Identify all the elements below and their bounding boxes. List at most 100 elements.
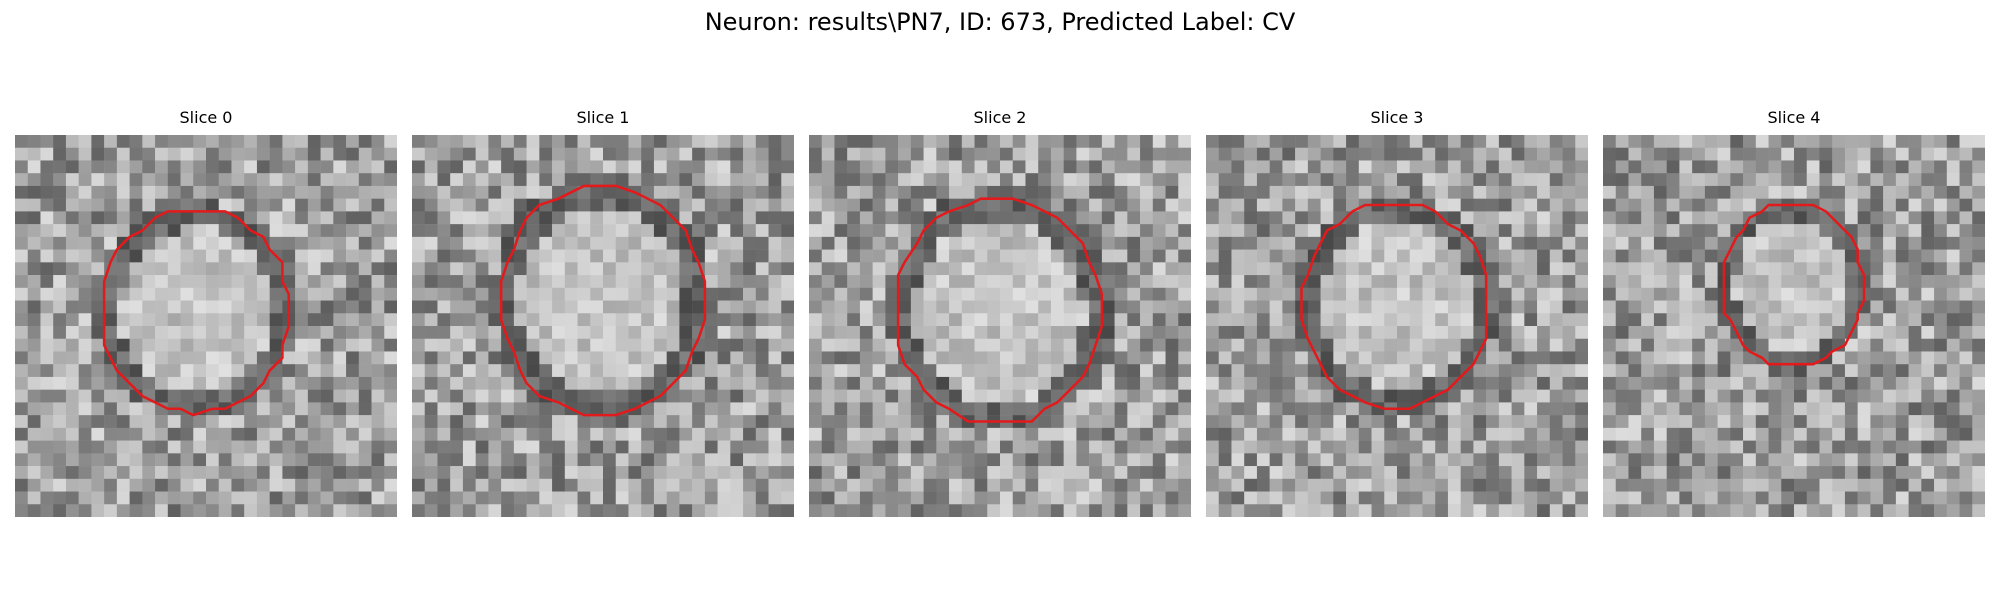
pixel — [1908, 402, 1922, 416]
pixel — [1524, 389, 1538, 403]
pixel — [1934, 376, 1948, 390]
pixel — [206, 173, 219, 187]
pixel — [307, 147, 321, 161]
pixel — [755, 198, 769, 212]
pixel — [1704, 478, 1718, 492]
pixel — [872, 376, 886, 390]
pixel — [1435, 402, 1449, 416]
pixel — [1666, 147, 1680, 161]
pixel — [218, 453, 232, 467]
pixel — [885, 415, 899, 429]
pixel — [167, 389, 181, 403]
pixel — [1307, 211, 1321, 225]
pixel — [1206, 262, 1219, 276]
pixel — [65, 249, 79, 263]
pixel — [1717, 466, 1731, 480]
pixel — [412, 466, 425, 480]
pixel — [450, 453, 464, 467]
pixel — [1000, 173, 1013, 187]
pixel — [1447, 147, 1461, 161]
pixel — [1447, 135, 1461, 148]
pixel — [1679, 326, 1693, 339]
pixel — [552, 453, 566, 467]
pixel — [1908, 249, 1922, 263]
pixel — [1755, 147, 1769, 161]
pixel — [1371, 478, 1385, 492]
pixel — [462, 224, 476, 238]
pixel — [333, 313, 347, 327]
pixel — [1641, 504, 1655, 517]
pixel — [1857, 402, 1871, 416]
pixel — [1346, 236, 1360, 250]
pixel — [809, 415, 822, 429]
pixel — [1524, 376, 1538, 390]
pixel — [501, 415, 515, 429]
slice-image — [15, 135, 397, 517]
pixel — [424, 491, 438, 505]
pixel — [513, 338, 527, 352]
pixel — [1959, 478, 1973, 492]
pixel — [1704, 389, 1718, 403]
pixel — [1127, 440, 1141, 454]
pixel — [1447, 275, 1461, 289]
pixel — [1460, 287, 1474, 301]
pixel — [885, 427, 899, 441]
pixel — [1946, 300, 1960, 314]
pixel — [180, 185, 194, 199]
pixel — [437, 466, 451, 480]
pixel — [1038, 313, 1052, 327]
pixel — [1218, 453, 1232, 467]
pixel — [1127, 364, 1141, 378]
pixel — [910, 389, 924, 403]
pixel — [1615, 491, 1629, 505]
pixel — [1307, 338, 1321, 352]
pixel — [371, 275, 385, 289]
pixel — [1832, 402, 1846, 416]
pixel — [768, 478, 782, 492]
pixel — [1679, 275, 1693, 289]
pixel — [1794, 466, 1807, 480]
pixel — [1781, 249, 1795, 263]
pixel — [834, 389, 848, 403]
pixel — [1959, 236, 1973, 250]
pixel — [1511, 185, 1525, 199]
pixel — [1409, 389, 1423, 403]
pixel — [65, 300, 79, 314]
pixel — [1460, 491, 1474, 505]
pixel — [936, 135, 950, 148]
pixel — [450, 364, 464, 378]
pixel — [1000, 313, 1013, 327]
pixel — [1206, 440, 1219, 454]
pixel — [679, 504, 693, 517]
pixel — [936, 466, 950, 480]
pixel — [910, 427, 924, 441]
pixel — [371, 313, 385, 327]
pixel — [1537, 287, 1551, 301]
pixel — [1127, 453, 1141, 467]
pixel — [231, 262, 245, 276]
pixel — [821, 147, 835, 161]
pixel — [641, 236, 655, 250]
pixel — [1666, 185, 1680, 199]
pixel — [1628, 364, 1642, 378]
pixel — [1921, 491, 1935, 505]
pixel — [488, 147, 502, 161]
pixel — [653, 160, 667, 174]
pixel — [1524, 427, 1538, 441]
pixel — [412, 326, 425, 339]
pixel — [1063, 389, 1077, 403]
pixel — [65, 211, 79, 225]
pixel — [1244, 262, 1258, 276]
pixel — [1333, 415, 1347, 429]
pixel — [974, 402, 988, 416]
pixel — [193, 326, 207, 339]
pixel — [755, 135, 769, 148]
pixel — [307, 389, 321, 403]
pixel — [1628, 173, 1642, 187]
pixel — [1511, 326, 1525, 339]
pixel — [1012, 160, 1026, 174]
pixel — [1435, 440, 1449, 454]
pixel — [1511, 453, 1525, 467]
pixel — [256, 402, 270, 416]
pixel — [358, 185, 372, 199]
